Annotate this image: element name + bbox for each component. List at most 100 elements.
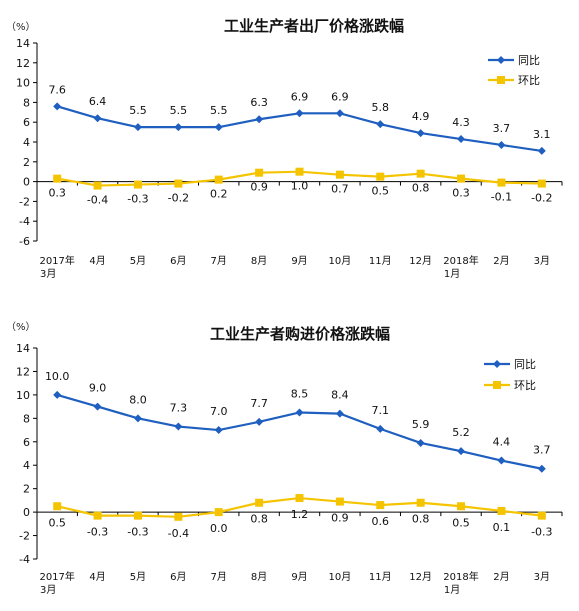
data-point xyxy=(457,447,466,456)
data-label: 8.5 xyxy=(291,387,309,400)
y-tick-label: 8 xyxy=(23,412,30,425)
y-tick-label: 0 xyxy=(23,506,30,519)
data-point xyxy=(457,174,466,183)
data-point xyxy=(295,167,304,176)
data-label: 5.5 xyxy=(129,104,147,117)
data-label: 6.9 xyxy=(331,90,349,103)
x-tick-label: 2017年 3月 xyxy=(39,254,74,280)
data-label: 0.0 xyxy=(210,522,228,535)
data-point xyxy=(537,146,546,155)
x-tick-label: 4月 xyxy=(89,571,105,583)
data-label: 0.5 xyxy=(452,516,470,529)
data-point xyxy=(457,502,466,511)
y-tick-label: 6 xyxy=(23,436,30,449)
x-tick-label: 12月 xyxy=(409,571,432,583)
data-point xyxy=(93,511,102,520)
data-point xyxy=(133,511,142,520)
data-point xyxy=(214,123,223,132)
data-label: 10.0 xyxy=(45,370,70,383)
data-label: 0.8 xyxy=(412,182,430,195)
data-label: 0.1 xyxy=(493,521,511,534)
data-label: 3.7 xyxy=(533,444,551,457)
data-label: 3.7 xyxy=(493,122,511,135)
legend-marker xyxy=(497,76,505,84)
y-tick-label: 2 xyxy=(23,156,30,169)
x-tick-label: 2月 xyxy=(493,571,509,583)
series-yoy: 10.0 9.0 8.0 7.3 7.0 7.7 8.5 8.4 7.1 5.9 5.2 4.4 3.7 xyxy=(45,370,551,473)
data-label: 4.3 xyxy=(452,116,470,129)
y-tick-label: 10 xyxy=(16,77,30,90)
x-tick-label: 12月 xyxy=(409,255,432,267)
data-point xyxy=(416,438,425,447)
x-tick-label: 7月 xyxy=(211,571,227,583)
data-point xyxy=(53,174,62,183)
data-point xyxy=(255,115,264,124)
data-point xyxy=(133,180,142,189)
y-tick-label: 10 xyxy=(16,389,30,402)
legend-marker xyxy=(493,360,501,368)
data-point xyxy=(416,498,425,507)
x-tick-label: 2月 xyxy=(493,255,509,267)
data-point xyxy=(53,502,62,511)
data-label: 4.9 xyxy=(412,110,430,123)
chart-1: 工业生产者出厂价格涨跌幅 （%） -6 -4 -2 0 2 4 6 8 10 12 14 2017年 3月 4… xyxy=(6,17,563,280)
data-label: -0.3 xyxy=(127,193,148,206)
data-point xyxy=(214,508,223,517)
data-point xyxy=(174,179,183,188)
x-tick-label: 10月 xyxy=(329,571,352,583)
data-label: 6.4 xyxy=(89,95,107,108)
data-label: 5.9 xyxy=(412,418,430,431)
y-unit-label: （%） xyxy=(6,321,36,333)
data-label: 7.0 xyxy=(210,405,228,418)
data-label: 0.6 xyxy=(372,515,390,528)
data-point xyxy=(93,402,102,411)
data-label: 0.7 xyxy=(331,183,349,196)
data-point xyxy=(376,120,385,129)
data-label: -0.4 xyxy=(168,527,189,540)
legend-label: 环比 xyxy=(514,379,536,392)
y-tick-label: 0 xyxy=(23,176,30,189)
data-point xyxy=(93,181,102,190)
x-tick-label: 8月 xyxy=(251,255,267,267)
data-point xyxy=(497,178,506,187)
legend-label: 同比 xyxy=(514,358,536,371)
data-point xyxy=(497,140,506,149)
x-tick-label: 9月 xyxy=(291,255,307,267)
x-tick-label: 11月 xyxy=(369,571,392,583)
data-point xyxy=(93,114,102,123)
data-label: 7.3 xyxy=(170,402,188,415)
data-point xyxy=(133,414,142,423)
data-label: 6.3 xyxy=(250,96,268,109)
x-tick-label: 8月 xyxy=(251,571,267,583)
x-tick-label: 4月 xyxy=(89,255,105,267)
x-tick-label: 9月 xyxy=(291,571,307,583)
legend-marker xyxy=(493,381,501,389)
data-label: 1.2 xyxy=(291,508,309,521)
data-point xyxy=(295,494,304,503)
x-tick-label: 3月 xyxy=(534,571,550,583)
data-point xyxy=(416,169,425,178)
data-point xyxy=(174,422,183,431)
chart-title: 工业生产者出厂价格涨跌幅 xyxy=(224,17,404,35)
x-tick-label: 6月 xyxy=(170,255,186,267)
data-label: -0.2 xyxy=(168,192,189,205)
data-label: 3.1 xyxy=(533,128,551,141)
y-tick-label: 14 xyxy=(16,342,30,355)
data-label: -0.3 xyxy=(87,526,108,539)
data-point xyxy=(537,179,546,188)
data-point xyxy=(174,512,183,521)
data-point xyxy=(53,102,62,111)
data-label: 1.0 xyxy=(291,180,309,193)
x-tick-label: 5月 xyxy=(130,571,146,583)
data-point xyxy=(537,511,546,520)
x-tick-label: 5月 xyxy=(130,255,146,267)
data-label: -0.1 xyxy=(491,191,512,204)
x-tick-label: 6月 xyxy=(170,571,186,583)
data-point xyxy=(335,170,344,179)
data-label: 7.1 xyxy=(372,404,390,417)
data-point xyxy=(255,417,264,426)
data-point xyxy=(133,123,142,132)
data-point xyxy=(376,501,385,510)
